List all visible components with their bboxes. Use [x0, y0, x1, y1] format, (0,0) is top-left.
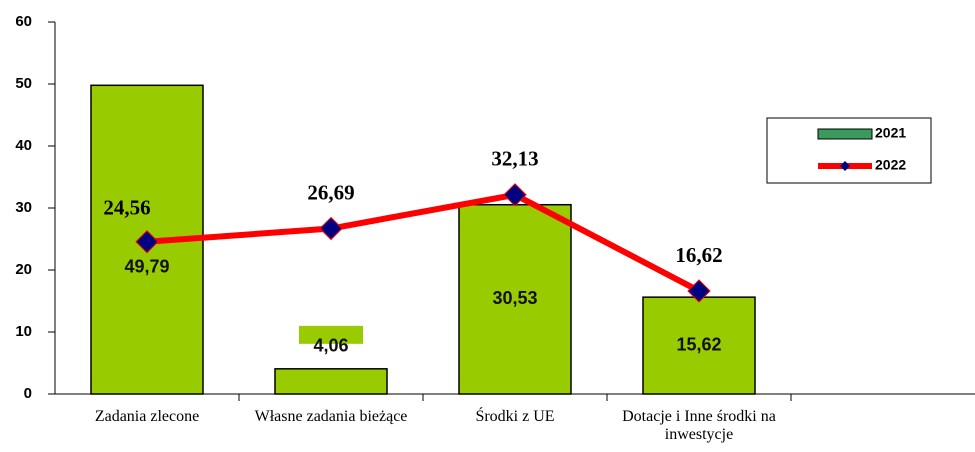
label-background	[299, 325, 363, 344]
bar	[642, 296, 756, 395]
line-value-label: 32,13	[491, 147, 538, 171]
y-tick-label: 60	[15, 13, 32, 30]
bar	[274, 368, 388, 395]
legend-label: 2022	[875, 157, 906, 173]
y-tick-label: 0	[24, 385, 32, 402]
point	[503, 183, 527, 207]
y-tick-label: 10	[15, 323, 32, 340]
line	[146, 191, 701, 294]
x-tick-label: Zadania zlecone	[94, 408, 200, 425]
legend-box	[766, 117, 932, 184]
x-tick-label: Dotacje i Inne środki na inwestycje	[622, 408, 776, 443]
line-value-label: 16,62	[675, 243, 722, 267]
y-tick-label: 30	[15, 199, 32, 216]
line-value-label: 26,69	[307, 180, 354, 204]
point	[319, 216, 343, 241]
y-tick-label: 50	[15, 75, 32, 92]
legend-label: 2021	[875, 125, 906, 141]
point	[135, 230, 159, 254]
y-tick-label: 20	[15, 261, 32, 278]
line-value-label: 24,56	[103, 196, 150, 220]
legend-marker	[840, 161, 850, 171]
bar-value-label: 30,53	[492, 288, 537, 308]
bar-value-label: 15,62	[676, 334, 721, 354]
bar-value-label: 4,06	[313, 336, 348, 356]
point	[687, 279, 711, 303]
legend-swatch	[817, 128, 873, 140]
bar-value-label: 49,79	[124, 256, 169, 276]
x-tick-label: Własne zadania bieżące	[254, 408, 408, 425]
x-tick-label: Środki z UE	[475, 408, 555, 425]
y-tick-label: 40	[15, 137, 32, 154]
